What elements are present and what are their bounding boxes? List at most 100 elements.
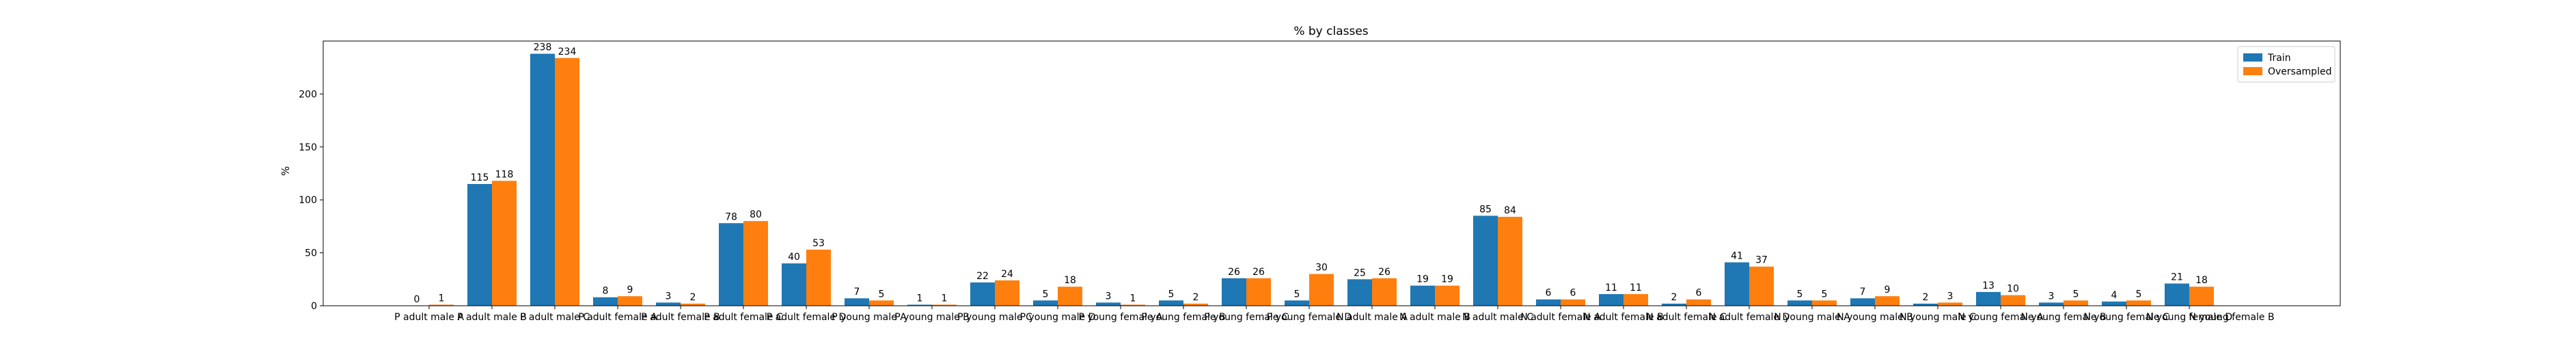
- data-label-oversampled-12: 2: [1193, 292, 1199, 303]
- y-tick-label-0: 0: [311, 301, 317, 312]
- bar-train-4: [656, 302, 681, 306]
- data-label-train-24: 2: [1923, 292, 1929, 303]
- data-label-train-10: 5: [1043, 289, 1049, 300]
- data-label-oversampled-19: 11: [1630, 282, 1642, 293]
- data-label-oversampled-13: 26: [1252, 267, 1265, 278]
- data-label-oversampled-25: 10: [2007, 284, 2019, 295]
- data-label-oversampled-6: 53: [812, 238, 825, 249]
- bar-oversampled-2: [555, 58, 579, 306]
- bar-train-12: [1159, 300, 1183, 306]
- bar-train-13: [1222, 278, 1246, 306]
- bar-train-18: [1536, 300, 1561, 306]
- bar-oversampled-28: [2189, 287, 2214, 306]
- legend-label-oversampled: Oversampled: [2268, 66, 2331, 77]
- bar-oversampled-27: [2126, 300, 2151, 306]
- data-label-train-27: 4: [2111, 290, 2118, 301]
- bar-oversampled-13: [1246, 278, 1271, 306]
- data-label-train-19: 11: [1605, 282, 1617, 293]
- bar-oversampled-15: [1372, 278, 1397, 306]
- y-tick-label-4: 200: [299, 89, 317, 100]
- bar-oversampled-6: [806, 250, 831, 306]
- y-tick-label-2: 100: [299, 195, 317, 206]
- data-label-oversampled-8: 1: [942, 293, 948, 304]
- data-label-oversampled-21: 37: [1755, 255, 1768, 266]
- data-label-oversampled-20: 6: [1696, 288, 1702, 299]
- data-label-train-16: 19: [1416, 274, 1429, 285]
- data-label-train-20: 2: [1671, 292, 1677, 303]
- data-label-train-28: 21: [2171, 272, 2183, 282]
- data-label-train-14: 5: [1294, 289, 1300, 300]
- data-label-train-1: 115: [471, 172, 489, 183]
- bar-train-6: [782, 263, 806, 306]
- data-label-oversampled-15: 26: [1378, 267, 1390, 278]
- data-label-train-0: 0: [414, 294, 420, 305]
- y-tick-label-1: 50: [305, 248, 317, 259]
- bar-oversampled-24: [1938, 302, 1962, 306]
- bar-train-7: [845, 298, 869, 306]
- data-label-oversampled-0: 1: [439, 293, 445, 304]
- data-label-oversampled-2: 234: [558, 47, 577, 57]
- data-label-train-2: 238: [534, 42, 552, 53]
- bar-train-23: [1850, 298, 1875, 306]
- data-label-oversampled-23: 9: [1885, 285, 1891, 295]
- data-label-train-18: 6: [1546, 288, 1552, 299]
- data-label-train-26: 3: [2049, 291, 2055, 302]
- bar-train-9: [970, 282, 995, 306]
- legend-swatch-train: [2243, 53, 2262, 62]
- legend-label-train: Train: [2267, 53, 2291, 64]
- data-label-oversampled-4: 2: [690, 292, 696, 303]
- data-label-train-8: 1: [917, 293, 923, 304]
- data-label-train-5: 78: [725, 211, 737, 222]
- data-label-train-3: 8: [603, 286, 609, 297]
- data-label-oversampled-14: 30: [1315, 263, 1328, 274]
- bar-oversampled-25: [2001, 295, 2025, 306]
- data-label-oversampled-7: 5: [879, 289, 885, 300]
- data-label-train-21: 41: [1731, 251, 1743, 262]
- data-label-train-12: 5: [1168, 289, 1175, 300]
- bar-oversampled-14: [1309, 274, 1334, 306]
- data-label-oversampled-24: 3: [1947, 291, 1954, 302]
- bar-train-3: [593, 298, 618, 306]
- legend: Train Oversampled: [2238, 47, 2335, 82]
- bar-oversampled-3: [618, 296, 642, 306]
- data-label-oversampled-1: 118: [495, 169, 514, 180]
- bar-train-28: [2165, 283, 2189, 306]
- x-tick-label-16: N adult male B: [1399, 312, 1470, 323]
- bar-train-27: [2102, 302, 2126, 306]
- bar-train-10: [1033, 300, 1058, 306]
- data-label-train-25: 13: [1982, 280, 1995, 291]
- data-label-oversampled-3: 9: [627, 285, 633, 295]
- bar-train-25: [1976, 292, 2001, 306]
- bar-train-22: [1787, 300, 1812, 306]
- data-label-oversampled-28: 18: [2195, 275, 2208, 286]
- data-label-train-13: 26: [1228, 267, 1240, 278]
- bar-oversampled-7: [869, 300, 894, 306]
- data-label-train-6: 40: [788, 252, 800, 263]
- data-label-oversampled-17: 84: [1504, 205, 1516, 216]
- x-tick-label-0: P adult male A: [394, 312, 464, 323]
- bar-oversampled-17: [1498, 217, 1522, 306]
- bar-train-19: [1599, 294, 1623, 306]
- bar-train-21: [1725, 263, 1749, 306]
- bar-oversampled-19: [1623, 294, 1648, 306]
- data-label-train-7: 7: [854, 287, 860, 298]
- data-label-train-17: 85: [1479, 204, 1492, 215]
- x-tick-label-15: N adult male A: [1337, 312, 1408, 323]
- data-label-train-22: 5: [1797, 289, 1803, 300]
- data-label-oversampled-16: 19: [1441, 274, 1453, 285]
- bar-oversampled-26: [2064, 300, 2088, 306]
- data-label-oversampled-26: 5: [2073, 289, 2079, 300]
- bar-train-2: [530, 54, 555, 306]
- bar-train-26: [2039, 302, 2064, 306]
- bar-train-1: [467, 184, 492, 306]
- y-axis-title: %: [279, 166, 292, 176]
- bar-oversampled-22: [1812, 300, 1837, 306]
- bar-oversampled-9: [995, 280, 1019, 306]
- data-label-oversampled-9: 24: [1001, 269, 1013, 280]
- data-label-oversampled-18: 6: [1570, 288, 1576, 299]
- data-label-oversampled-11: 1: [1130, 293, 1136, 304]
- bar-train-15: [1347, 279, 1372, 306]
- bar-train-14: [1285, 300, 1309, 306]
- data-label-train-15: 25: [1354, 267, 1366, 278]
